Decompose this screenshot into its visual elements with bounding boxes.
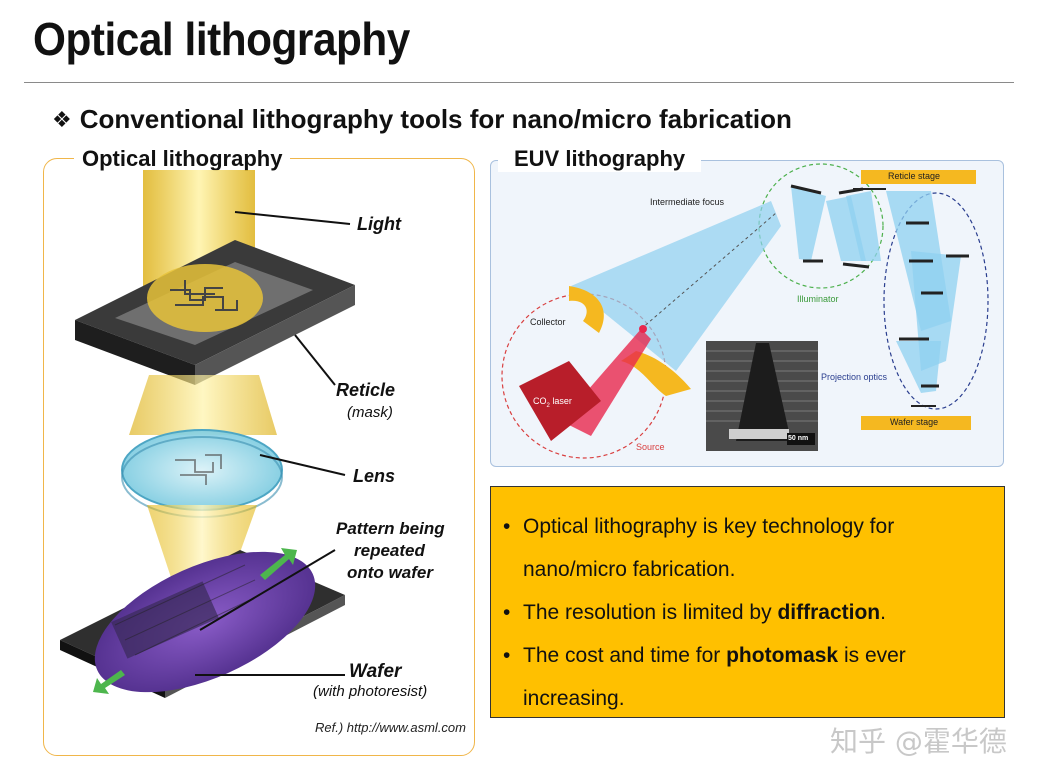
scale-bar xyxy=(787,433,815,445)
stage-motion-arrow-icon xyxy=(93,670,125,694)
illuminator-boundary xyxy=(758,163,884,289)
co2-main: CO xyxy=(533,396,547,406)
euv-diagram xyxy=(501,163,989,459)
watermark: 知乎 @霍华德 xyxy=(830,725,1007,758)
collector-mirror xyxy=(569,286,604,333)
subtitle: ❖ Conventional lithography tools for nan… xyxy=(52,104,792,135)
plasma-point xyxy=(639,325,647,333)
wafer-stage-bar xyxy=(861,416,971,430)
label-source: Source xyxy=(636,442,665,452)
euv-lithography-heading: EUV lithography xyxy=(498,146,702,172)
reference: Ref.) http://www.asml.com xyxy=(315,720,466,735)
label-projection-optics: Projection optics xyxy=(821,372,888,382)
label-intermediate-focus: Intermediate focus xyxy=(650,197,725,207)
co2-rest: laser xyxy=(549,396,572,406)
projection-optics-boundary xyxy=(883,192,989,410)
note-item: • The cost and time for photomask is eve… xyxy=(503,634,992,720)
reticle-stage-bar xyxy=(861,170,976,184)
lens xyxy=(121,429,283,518)
title-divider xyxy=(24,82,1014,83)
co2-laser xyxy=(519,361,601,441)
subtitle-text: Conventional lithography tools for nano/… xyxy=(79,104,792,134)
label-reticle-stage: Reticle stage xyxy=(888,171,941,181)
label-pattern-line1: Pattern being xyxy=(336,519,445,538)
label-collector: Collector xyxy=(530,317,566,327)
euv-beam xyxy=(571,201,781,371)
optical-lithography-heading: Optical lithography xyxy=(74,146,291,172)
optical-lithography-diagram xyxy=(60,170,355,698)
key-points-box: • Optical lithography is key technology … xyxy=(490,486,1005,718)
label-wafer: Wafer xyxy=(349,661,402,682)
label-pattern-line2: repeated xyxy=(354,541,425,560)
label-illuminator: Illuminator xyxy=(797,294,839,304)
bullet-dot-icon: • xyxy=(503,644,511,667)
bullet-dot-icon: • xyxy=(503,601,511,624)
label-reticle-sub: (mask) xyxy=(347,404,393,421)
wafer xyxy=(60,550,345,698)
label-light: Light xyxy=(357,214,401,234)
co2-subscript: 2 xyxy=(546,402,550,409)
label-reticle: Reticle xyxy=(336,380,396,400)
note-text: The cost and time for photomask is ever … xyxy=(523,644,906,710)
note-text: The resolution is limited by diffraction… xyxy=(523,601,886,624)
collector-mirror xyxy=(621,351,691,396)
reference-url: http://www.asml.com xyxy=(346,720,466,735)
label-scale-bar: 50 nm xyxy=(788,435,809,442)
reference-prefix: Ref.) xyxy=(315,720,344,735)
light-beam-lower xyxy=(129,375,277,435)
label-wafer-stage: Wafer stage xyxy=(890,417,939,427)
note-text: Optical lithography is key technology fo… xyxy=(523,515,895,581)
bullet-dot-icon: • xyxy=(503,515,511,538)
page-title: Optical lithography xyxy=(33,13,410,65)
label-lens: Lens xyxy=(353,466,396,486)
label-co2-laser: CO2 laser xyxy=(533,396,572,409)
euv-lithography-panel xyxy=(490,160,1004,467)
diamond-bullet-icon: ❖ xyxy=(52,106,72,132)
note-item: • Optical lithography is key technology … xyxy=(503,505,992,591)
reticle xyxy=(75,240,355,385)
note-item: • The resolution is limited by diffracti… xyxy=(503,591,992,634)
label-wafer-sub: (with photoresist) xyxy=(313,683,428,700)
label-pattern-line3: onto wafer xyxy=(347,563,433,582)
stage-motion-arrow-icon xyxy=(260,548,297,580)
